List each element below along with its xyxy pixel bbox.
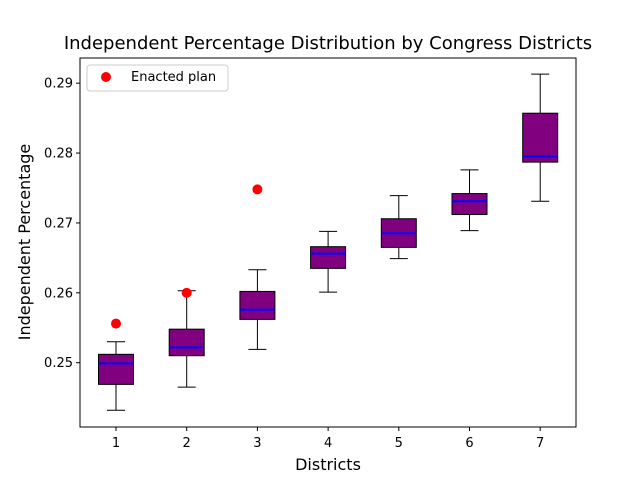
box-district-2 — [168, 290, 205, 388]
iqr-box — [310, 246, 347, 269]
scatter-series — [111, 184, 263, 329]
y-tick-label: 0.25 — [44, 356, 73, 371]
legend: Enacted plan — [86, 64, 229, 92]
legend-label: Enacted plan — [131, 70, 216, 85]
box-district-5 — [380, 195, 417, 260]
box-district-6 — [451, 169, 488, 232]
y-axis: 0.25 0.26 0.27 0.28 0.29 — [44, 77, 80, 371]
y-tick-label: 0.27 — [44, 216, 73, 231]
y-axis-title: Independent Percentage — [15, 144, 34, 341]
enacted-plan-point-district-1 — [111, 318, 121, 329]
iqr-box — [451, 193, 488, 216]
x-tick-label: 2 — [183, 436, 191, 451]
legend-frame — [86, 64, 229, 92]
iqr-box — [168, 328, 205, 357]
x-tick-label: 4 — [324, 436, 332, 451]
enacted-plan-point-district-2 — [181, 287, 192, 298]
x-tick-label: 7 — [536, 436, 544, 451]
x-tick-label: 1 — [112, 436, 120, 451]
iqr-box — [522, 112, 559, 163]
x-tick-label: 6 — [465, 436, 473, 451]
box-district-4 — [310, 230, 347, 293]
plot-area — [98, 73, 559, 411]
x-axis-title: Districts — [295, 455, 361, 474]
y-tick-label: 0.26 — [44, 286, 73, 301]
iqr-box — [98, 353, 134, 385]
x-tick-label: 5 — [395, 436, 403, 451]
iqr-box — [239, 290, 276, 320]
box-district-7 — [522, 73, 559, 202]
x-tick-label: 3 — [253, 436, 261, 451]
chart-title: Independent Percentage Distribution by C… — [64, 33, 592, 54]
y-tick-label: 0.29 — [44, 77, 73, 92]
y-tick-label: 0.28 — [44, 147, 73, 162]
legend-marker — [101, 72, 111, 82]
box-district-3 — [239, 269, 276, 350]
enacted-plan-point-district-3 — [252, 184, 263, 195]
x-axis: 1 2 3 4 5 6 7 — [112, 427, 544, 451]
box-district-1 — [98, 341, 134, 411]
